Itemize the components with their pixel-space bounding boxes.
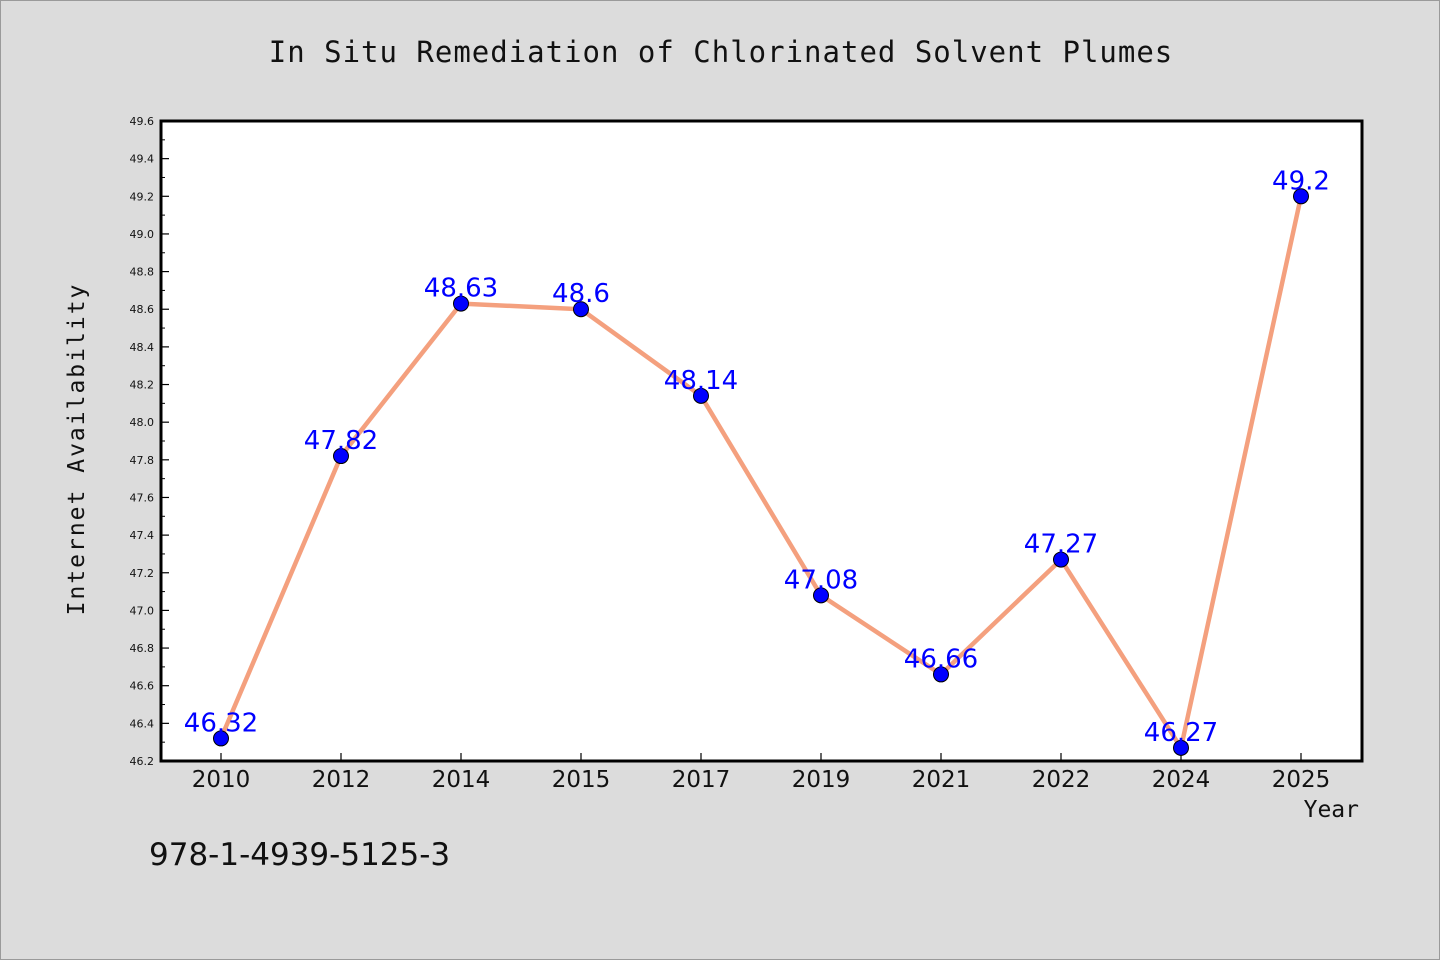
x-tick-label: 2015 (552, 767, 611, 793)
x-tick-label: 2022 (1032, 767, 1091, 793)
x-tick-label: 2021 (912, 767, 971, 793)
y-tick-label: 49.2 (130, 190, 155, 203)
y-tick-label: 46.2 (130, 755, 155, 768)
data-label: 48.63 (424, 274, 498, 304)
x-tick-label: 2014 (432, 767, 491, 793)
data-label: 49.2 (1272, 166, 1330, 196)
data-point (573, 301, 589, 318)
y-tick-label: 49.4 (130, 153, 155, 166)
x-axis-ticks: 2010 2012 2014 2015 2017 2019 2021 2022 2024 2025 (192, 753, 1331, 793)
data-point (813, 587, 829, 604)
data-markers (213, 188, 1309, 756)
chart-title: In Situ Remediation of Chlorinated Solve… (268, 35, 1174, 69)
y-tick-label: 47.8 (130, 454, 155, 467)
y-tick-label: 49.0 (130, 228, 155, 241)
y-axis-ticks: 46.2 46.4 46.6 46.8 47.0 47.2 47.4 47.6 47.8 48.0… (130, 115, 169, 768)
x-tick-label: 2012 (312, 767, 371, 793)
y-tick-label: 46.4 (130, 717, 155, 730)
y-tick-label: 46.6 (130, 680, 155, 693)
y-tick-label: 47.0 (130, 604, 155, 617)
y-tick-label: 48.4 (130, 341, 155, 354)
x-tick-label: 2024 (1152, 767, 1211, 793)
x-tick-label: 2019 (792, 767, 851, 793)
data-label: 47.08 (784, 565, 858, 595)
data-point (933, 666, 949, 683)
isbn-text: 978-1-4939-5125-3 (149, 837, 451, 873)
data-point (453, 295, 469, 312)
y-tick-label: 49.6 (130, 115, 155, 128)
plot-area (159, 119, 1364, 763)
y-tick-label: 48.0 (130, 416, 155, 429)
y-tick-label: 48.8 (130, 266, 155, 279)
data-label: 48.14 (664, 366, 738, 396)
x-tick-label: 2017 (672, 767, 731, 793)
data-point (1053, 551, 1069, 568)
x-tick-label: 2025 (1272, 767, 1331, 793)
y-tick-label: 48.6 (130, 303, 155, 316)
data-point (1173, 739, 1189, 756)
data-labels: 46.32 47.82 48.63 48.6 48.14 47.08 46.66 47.27 4… (184, 166, 1330, 748)
data-label: 46.27 (1144, 718, 1218, 748)
y-tick-label: 47.6 (130, 491, 155, 504)
x-axis-label: Year (1303, 797, 1359, 823)
data-label: 46.32 (184, 708, 258, 738)
data-point (693, 387, 709, 404)
data-point (213, 730, 229, 747)
data-label: 46.66 (904, 644, 978, 674)
data-point (1293, 188, 1309, 205)
y-tick-label: 47.2 (130, 567, 155, 580)
y-tick-label: 47.4 (130, 529, 155, 542)
data-label: 48.6 (552, 279, 610, 309)
data-label: 47.27 (1024, 530, 1098, 560)
data-point (333, 448, 349, 465)
series-line (218, 195, 1304, 751)
x-tick-label: 2010 (192, 767, 251, 793)
series-line-group (218, 195, 1304, 751)
y-tick-label: 46.8 (130, 642, 155, 655)
y-tick-label: 48.2 (130, 379, 155, 392)
data-label: 47.82 (304, 426, 378, 456)
